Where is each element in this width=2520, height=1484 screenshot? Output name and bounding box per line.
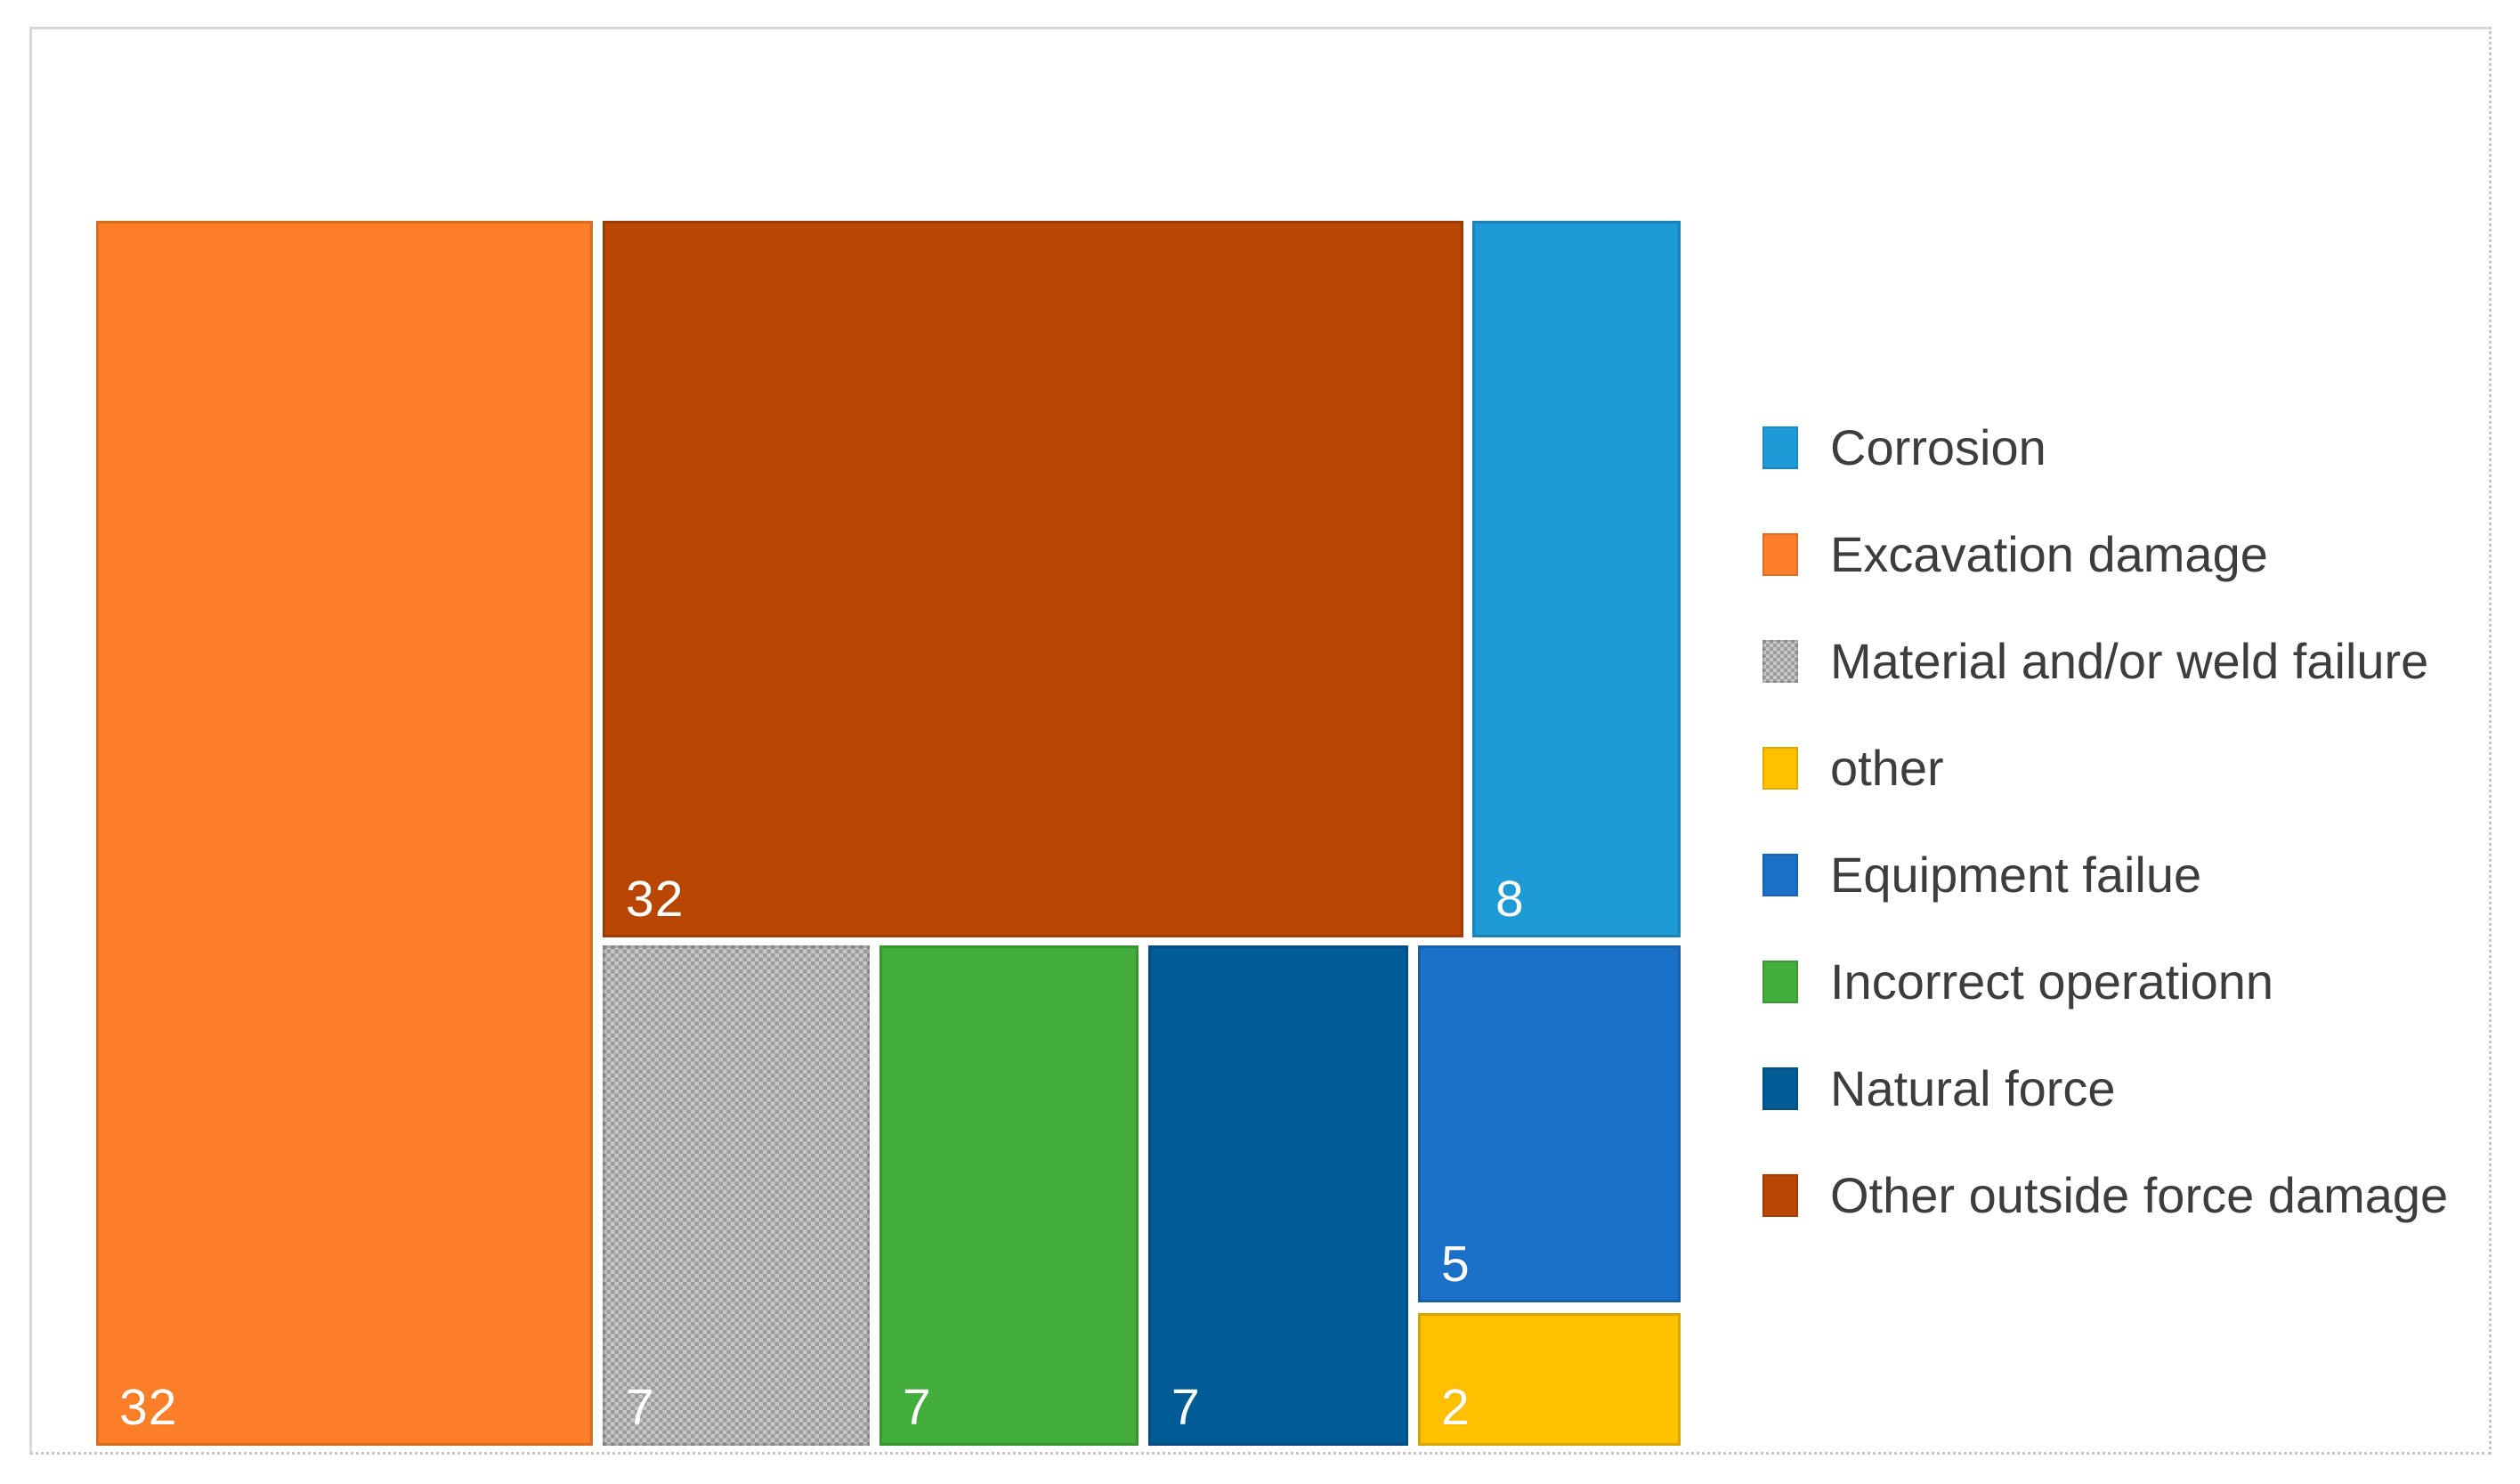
legend-key-other (1762, 747, 1798, 790)
legend-item-other-outside-force-damage: Other outside force damage (1762, 1169, 2520, 1222)
legend-key-excavation-damage (1762, 533, 1798, 576)
legend-label-incorrect-operation: Incorrect operationn (1830, 953, 2274, 1010)
legend-item-excavation-damage: Excavation damage (1762, 528, 2520, 581)
legend-label-corrosion: Corrosion (1830, 419, 2046, 475)
chart-border-frame: 32 32 8 7 7 7 5 2 (29, 27, 2492, 1455)
tile-value-label-other-outside-force-damage: 32 (626, 871, 685, 928)
legend-item-natural-force: Natural force (1762, 1062, 2520, 1115)
legend-label-excavation-damage: Excavation damage (1830, 526, 2268, 582)
tile-value-label-excavation-damage: 32 (119, 1379, 178, 1436)
legend-item-material-weld-failure: Material and/or weld failure (1762, 635, 2520, 688)
treemap-tile-material-weld-failure: 7 (603, 945, 870, 1446)
legend-item-other: other (1762, 742, 2520, 795)
tile-value-label-equipment-failure: 5 (1441, 1236, 1471, 1293)
legend-key-other-outside-force-damage (1762, 1174, 1798, 1217)
tile-value-label-material-weld-failure: 7 (626, 1379, 655, 1436)
treemap-tile-excavation-damage: 32 (96, 221, 593, 1446)
legend-item-incorrect-operation: Incorrect operationn (1762, 955, 2520, 1009)
legend-key-incorrect-operation (1762, 961, 1798, 1003)
legend-key-natural-force (1762, 1067, 1798, 1110)
legend-item-equipment-failure: Equipment failue (1762, 848, 2520, 902)
treemap-tile-other-outside-force-damage: 32 (603, 221, 1463, 937)
chart-legend: Corrosion Excavation damage Material and… (1762, 421, 2520, 1276)
treemap-tile-natural-force: 7 (1148, 945, 1408, 1446)
tile-value-label-natural-force: 7 (1171, 1379, 1201, 1436)
treemap-tile-incorrect-operation: 7 (879, 945, 1138, 1446)
treemap-tile-other: 2 (1418, 1313, 1681, 1446)
legend-label-natural-force: Natural force (1830, 1060, 2116, 1116)
legend-key-material-weld-failure (1762, 640, 1798, 683)
legend-key-equipment-failure (1762, 854, 1798, 896)
tile-value-label-incorrect-operation: 7 (903, 1379, 932, 1436)
legend-key-corrosion (1762, 426, 1798, 469)
treemap-tile-corrosion: 8 (1472, 221, 1681, 937)
tile-value-label-other: 2 (1441, 1379, 1471, 1436)
treemap-tile-equipment-failure: 5 (1418, 945, 1681, 1302)
legend-item-corrosion: Corrosion (1762, 421, 2520, 474)
legend-label-material-weld-failure: Material and/or weld failure (1830, 633, 2429, 689)
tile-value-label-corrosion: 8 (1495, 871, 1525, 928)
legend-label-equipment-failure: Equipment failue (1830, 847, 2202, 903)
legend-label-other-outside-force-damage: Other outside force damage (1830, 1167, 2449, 1223)
treemap-plot-area: 32 32 8 7 7 7 5 2 (96, 221, 1681, 1446)
legend-label-other: other (1830, 740, 1944, 796)
